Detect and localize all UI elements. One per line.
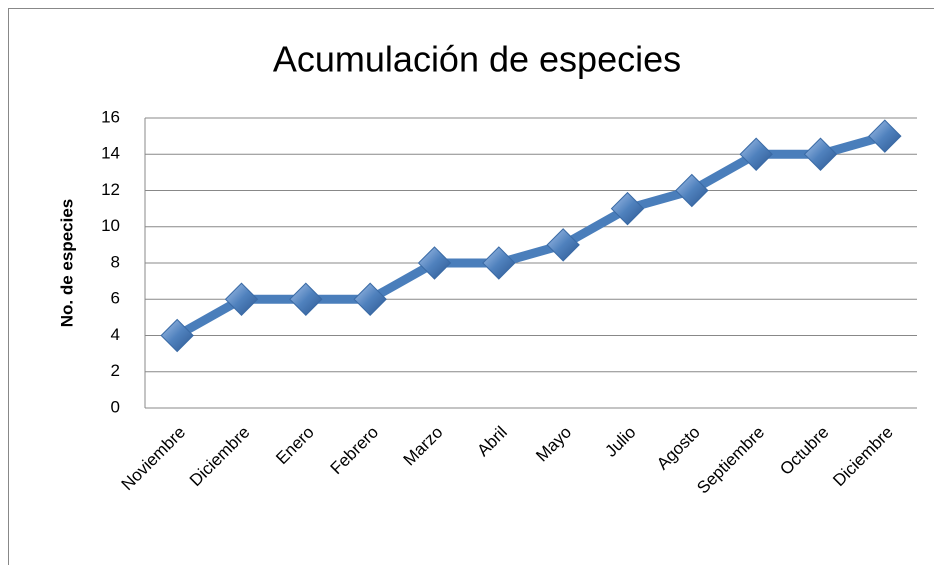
y-tick-label: 4 [111, 325, 120, 344]
y-tick-label: 12 [101, 180, 120, 199]
marker [610, 191, 645, 226]
y-axis-label: No. de especies [57, 199, 76, 328]
marker [546, 228, 580, 262]
chart-title: Acumulación de especies [273, 39, 681, 80]
y-tick-label: 8 [111, 252, 120, 271]
y-tick-label: 10 [101, 216, 120, 235]
y-tick-label: 14 [101, 144, 120, 163]
y-tick-label: 16 [101, 107, 120, 126]
marker [353, 282, 387, 316]
marker [482, 246, 516, 280]
y-tick-label: 2 [111, 361, 120, 380]
chart-frame [8, 8, 934, 565]
marker [868, 119, 902, 153]
y-tick-label: 0 [111, 397, 120, 416]
marker [739, 137, 773, 171]
marker [675, 173, 709, 208]
y-tick-label: 6 [111, 289, 120, 308]
marker [417, 246, 452, 280]
marker [224, 282, 259, 316]
marker [160, 318, 194, 353]
marker [803, 137, 838, 171]
marker [289, 282, 323, 316]
